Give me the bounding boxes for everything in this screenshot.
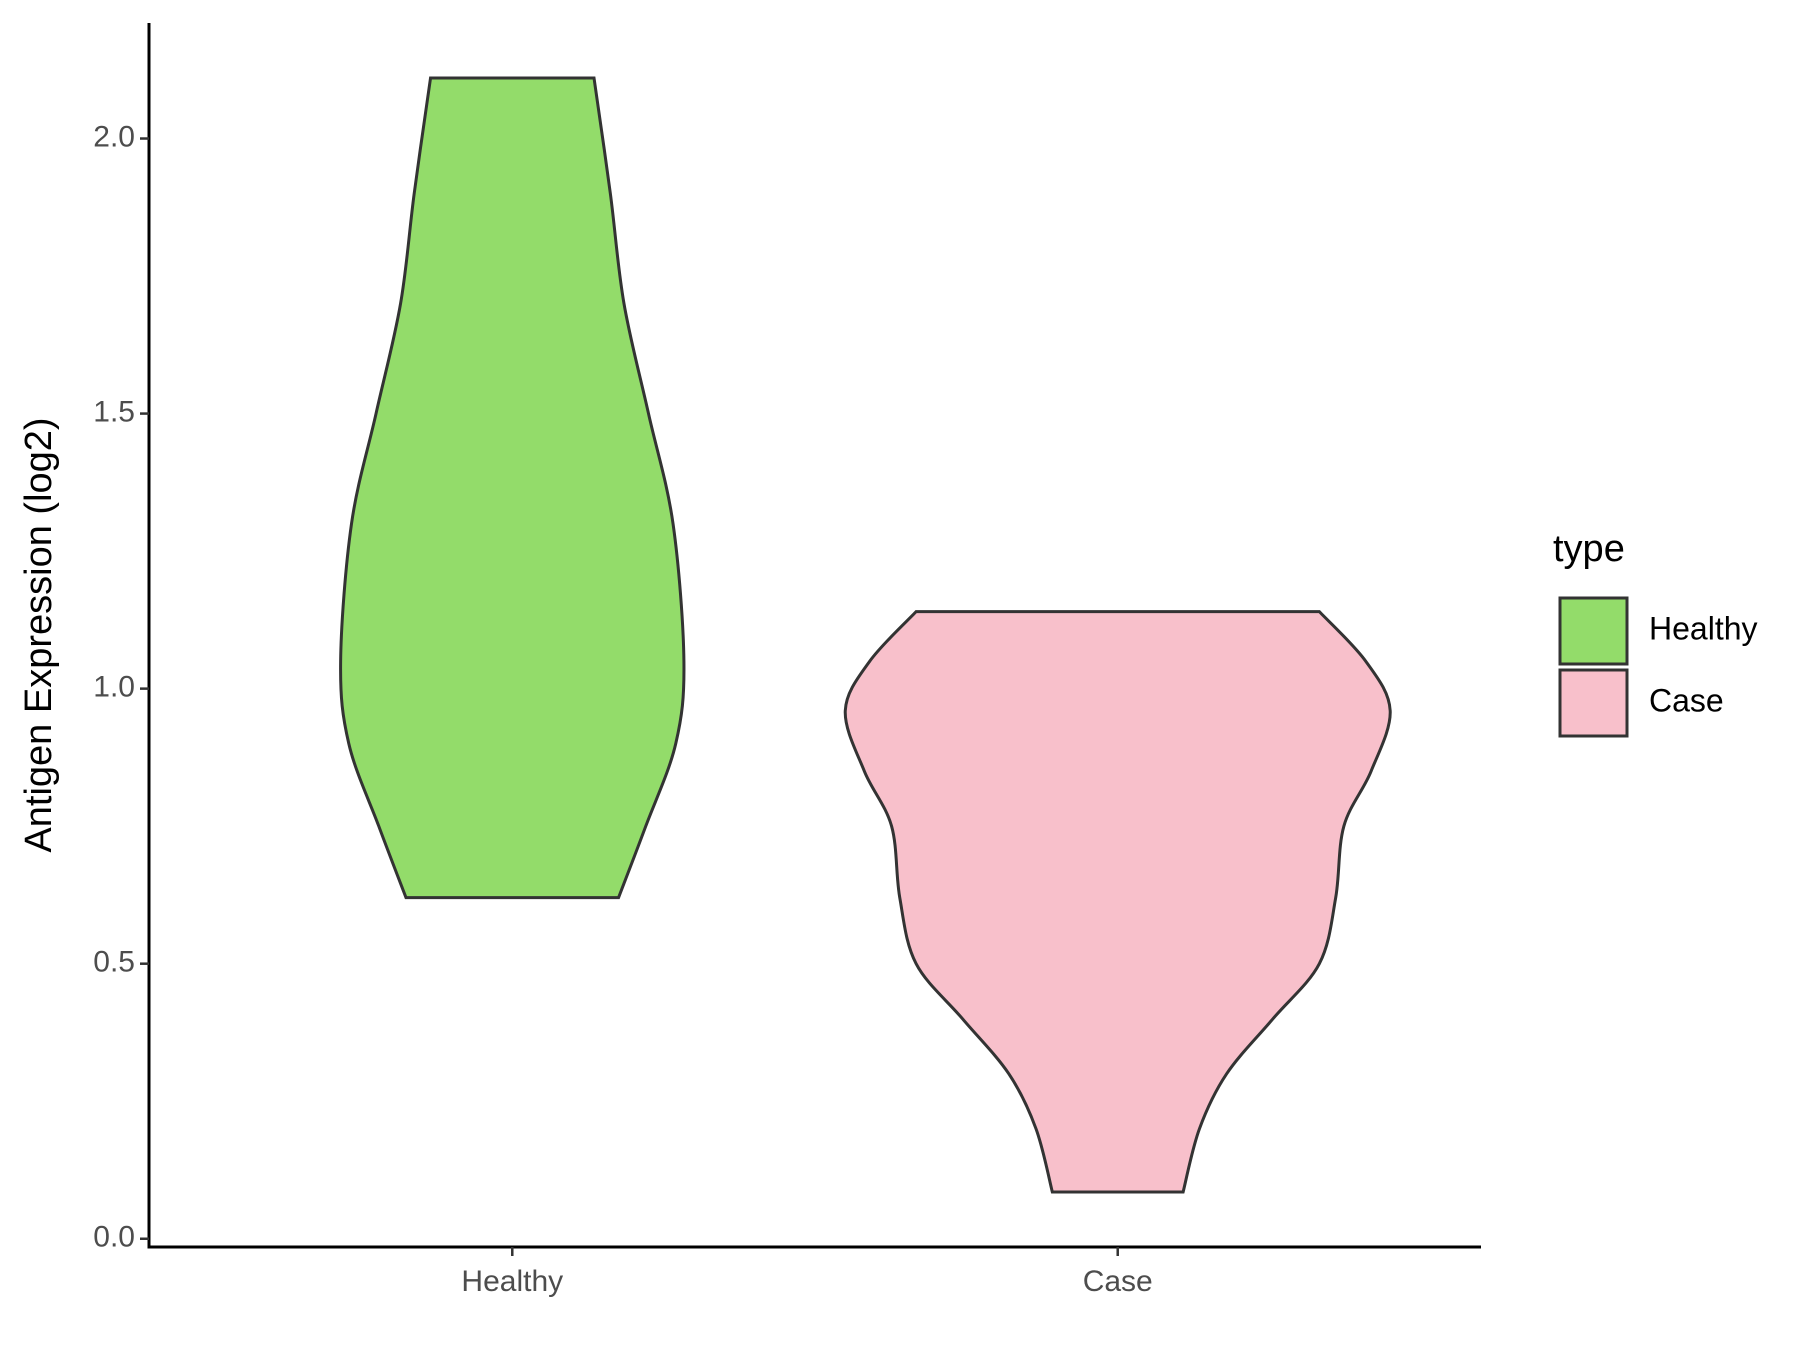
y-tick-label: 2.0 xyxy=(93,120,135,153)
x-tick-label: Case xyxy=(1083,1265,1153,1298)
legend-label: Healthy xyxy=(1649,610,1758,646)
y-tick-label: 1.5 xyxy=(93,396,135,429)
y-tick-label: 1.0 xyxy=(93,671,135,704)
legend-key xyxy=(1558,596,1629,666)
legend-title: type xyxy=(1553,528,1625,570)
legend-label: Case xyxy=(1649,682,1724,718)
violin xyxy=(339,76,686,900)
legend-key xyxy=(1558,668,1629,738)
y-tick-label: 0.5 xyxy=(93,946,135,979)
y-axis-title: Antigen Expression (log2) xyxy=(18,417,60,852)
y-tick-label: 0.0 xyxy=(93,1221,135,1254)
x-tick-label: Healthy xyxy=(461,1265,563,1298)
violin xyxy=(843,610,1392,1194)
